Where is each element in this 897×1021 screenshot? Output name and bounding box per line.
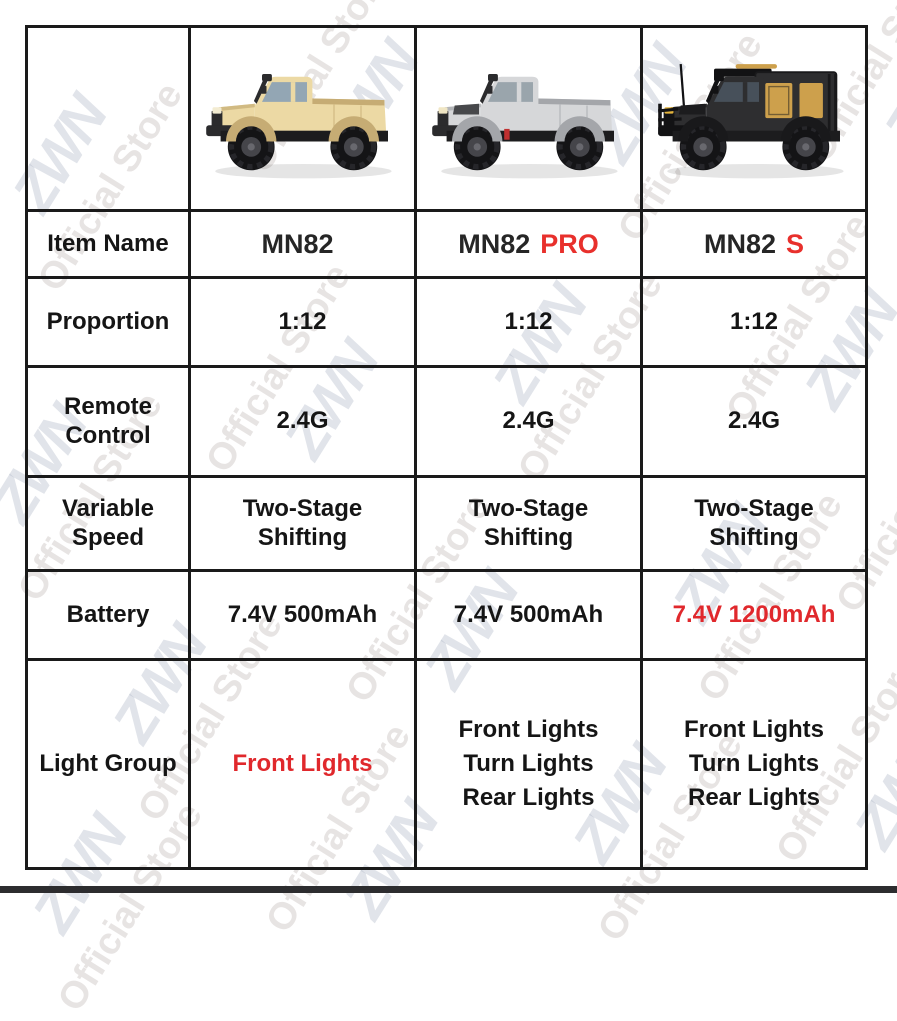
battery-value: 7.4V 500mAh [227,600,378,628]
variable-speed-label: Variable Speed [61,495,155,551]
bottom-divider-bar [0,886,897,893]
variable-speed-value: Two-Stage Shifting [242,495,363,551]
light-group-cell-mn82-pro: Front Lights Turn Lights Rear Lights [417,661,643,867]
row-label-item-name: Item Name [28,212,191,279]
variable-speed-value: Two-Stage Shifting [694,495,814,551]
watermark-brand-logo: ZWN [871,22,897,160]
remote-control-cell-mn82: 2.4G [191,368,417,478]
item-name-label: Item Name [47,229,169,257]
row-label-light-group: Light Group [28,661,191,867]
variable-speed-cell-mn82-pro: Two-Stage Shifting [417,478,643,572]
product-image-mn82-pro [417,28,640,209]
light-group-label: Light Group [39,749,177,777]
product-name-suffix: PRO [540,228,599,259]
row-label-remote-control: Remote Control [28,368,191,478]
row-label-variable-speed: Variable Speed [28,478,191,572]
remote-control-label: Remote Control [63,393,153,449]
proportion-cell-mn82: 1:12 [191,279,417,368]
row-label-battery: Battery [28,572,191,661]
item-name-cell-mn82: MN82 [191,212,417,279]
battery-cell-mn82-pro: 7.4V 500mAh [417,572,643,661]
product-image-cell-mn82-pro [417,28,643,212]
proportion-value: 1:12 [278,307,327,335]
remote-control-cell-mn82-pro: 2.4G [417,368,643,478]
item-name-cell-mn82-s: MN82 S [643,212,865,279]
battery-value: 7.4V 1200mAh [672,600,836,628]
light-group-cell-mn82-s: Front Lights Turn Lights Rear Lights [643,661,865,867]
variable-speed-cell-mn82-s: Two-Stage Shifting [643,478,865,572]
product-image-mn82 [191,28,414,209]
battery-cell-mn82-s: 7.4V 1200mAh [643,572,865,661]
item-name-cell-mn82-pro: MN82 PRO [417,212,643,279]
remote-control-value: 2.4G [502,407,555,435]
battery-value: 7.4V 500mAh [453,600,604,628]
remote-control-value: 2.4G [276,407,329,435]
product-image-cell-mn82 [191,28,417,212]
empty-corner-cell [28,28,191,212]
row-label-proportion: Proportion [28,279,191,368]
product-image-cell-mn82-s [643,28,865,212]
product-name-suffix: S [786,228,805,259]
battery-label: Battery [66,600,150,628]
light-group-value: Front Lights [232,749,373,777]
proportion-cell-mn82-pro: 1:12 [417,279,643,368]
battery-cell-mn82: 7.4V 500mAh [191,572,417,661]
product-name: MN82 [261,228,334,259]
product-comparison-table: Item Name MN82 MN82 PRO MN82 S Proportion … [25,25,868,870]
proportion-value: 1:12 [504,307,553,335]
product-name: MN82 [703,228,776,259]
remote-control-value: 2.4G [727,407,781,435]
light-group-value: Front Lights Turn Lights Rear Lights [458,715,599,812]
variable-speed-value: Two-Stage Shifting [468,495,589,551]
remote-control-cell-mn82-s: 2.4G [643,368,865,478]
variable-speed-cell-mn82: Two-Stage Shifting [191,478,417,572]
proportion-label: Proportion [46,307,170,335]
proportion-cell-mn82-s: 1:12 [643,279,865,368]
product-image-mn82-s [643,28,865,209]
light-group-cell-mn82: Front Lights [191,661,417,867]
proportion-value: 1:12 [729,307,779,335]
light-group-value: Front Lights Turn Lights Rear Lights [684,715,824,812]
product-name: MN82 [458,228,531,259]
